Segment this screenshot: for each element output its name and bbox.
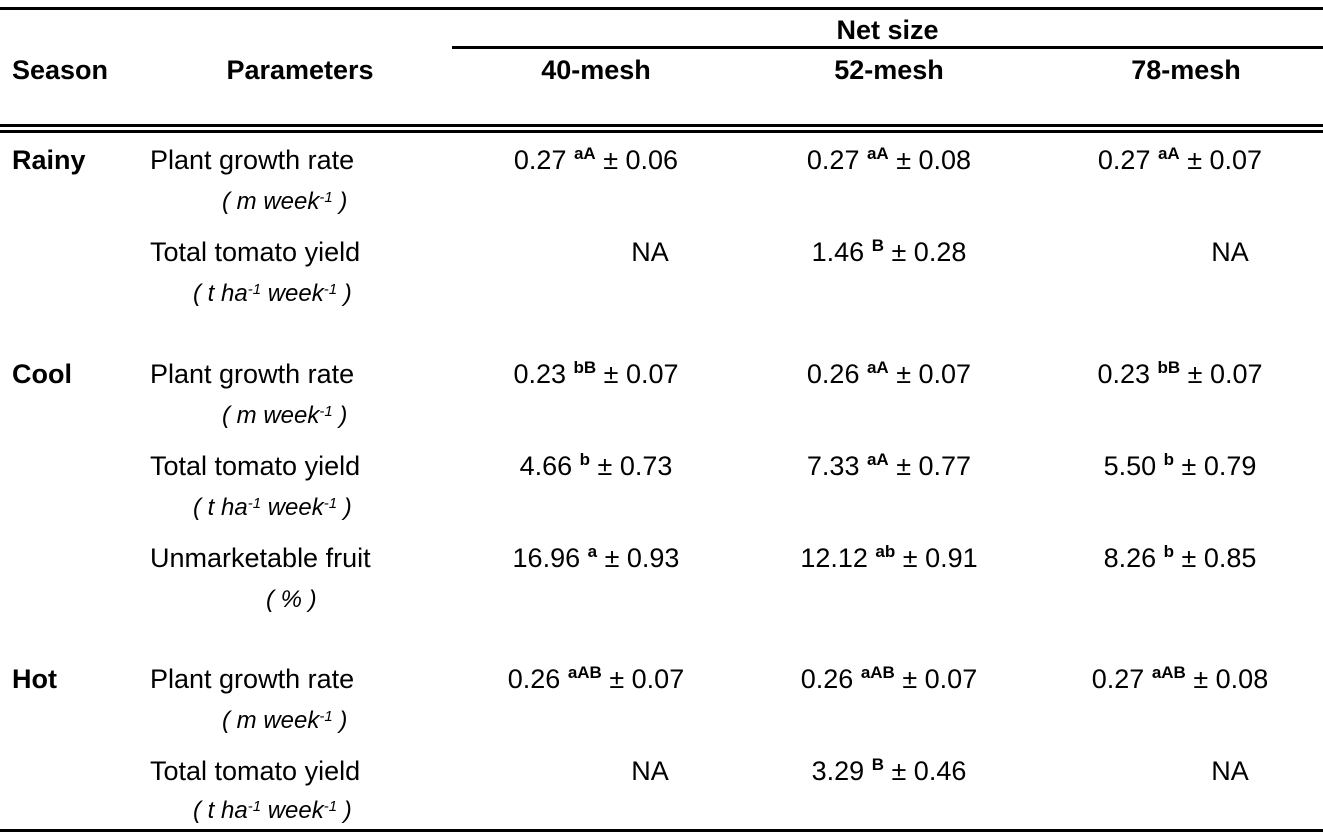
unit-m-per-week: ( m week-1 ) bbox=[222, 707, 348, 734]
season-cool: Cool bbox=[12, 359, 72, 389]
unit-m-per-week: ( m week-1 ) bbox=[222, 188, 348, 215]
col-78-mesh-header: 78-mesh bbox=[1131, 55, 1241, 85]
top-rule bbox=[0, 7, 1323, 10]
param-plant-growth-rate: Plant growth rate bbox=[150, 664, 355, 694]
unit-t-per-ha-per-week: ( t ha-1 week-1 ) bbox=[193, 280, 352, 307]
cell-hot-yield-78: NA bbox=[1211, 756, 1249, 786]
header-double-rule-top bbox=[0, 124, 1323, 127]
cell-rainy-yield-40: NA bbox=[631, 237, 669, 267]
param-plant-growth-rate: Plant growth rate bbox=[150, 145, 355, 175]
cell-hot-yield-52: 3.29 B ± 0.46 bbox=[811, 755, 967, 786]
cell-hot-growth-52: 0.26 aAB ± 0.07 bbox=[800, 663, 978, 694]
cell-cool-growth-52: 0.26 aA ± 0.07 bbox=[806, 358, 972, 389]
cell-cool-unmarket-78: 8.26 b ± 0.85 bbox=[1103, 542, 1257, 573]
net-size-header: Net size bbox=[836, 15, 939, 45]
unit-m-per-week: ( m week-1 ) bbox=[222, 402, 348, 429]
cell-rainy-yield-52: 1.46 B ± 0.28 bbox=[811, 236, 967, 267]
unit-t-per-ha-per-week: ( t ha-1 week-1 ) bbox=[193, 797, 352, 824]
unit-t-per-ha-per-week: ( t ha-1 week-1 ) bbox=[193, 494, 352, 521]
cell-cool-growth-78: 0.23 bB ± 0.07 bbox=[1097, 358, 1263, 389]
bottom-rule bbox=[0, 829, 1323, 832]
season-rainy: Rainy bbox=[12, 145, 86, 175]
cell-cool-yield-52: 7.33 aA ± 0.77 bbox=[806, 450, 972, 481]
param-total-tomato-yield: Total tomato yield bbox=[150, 237, 361, 267]
cell-rainy-growth-40: 0.27 aA ± 0.06 bbox=[513, 144, 679, 175]
cell-cool-yield-40: 4.66 b ± 0.73 bbox=[519, 450, 673, 481]
header-double-rule-bottom bbox=[0, 130, 1323, 133]
cell-rainy-growth-78: 0.27 aA ± 0.07 bbox=[1097, 144, 1263, 175]
cell-hot-yield-40: NA bbox=[631, 756, 669, 786]
cell-rainy-growth-52: 0.27 aA ± 0.08 bbox=[806, 144, 972, 175]
season-header: Season bbox=[12, 55, 109, 85]
unit-percent: ( % ) bbox=[266, 586, 317, 613]
param-total-tomato-yield: Total tomato yield bbox=[150, 451, 361, 481]
param-total-tomato-yield: Total tomato yield bbox=[150, 756, 361, 786]
cell-hot-growth-78: 0.27 aAB ± 0.08 bbox=[1091, 663, 1269, 694]
parameters-header: Parameters bbox=[226, 55, 374, 85]
cell-hot-growth-40: 0.26 aAB ± 0.07 bbox=[507, 663, 685, 694]
cell-cool-unmarket-52: 12.12 ab ± 0.91 bbox=[800, 542, 978, 573]
param-unmarketable-fruit: Unmarketable fruit bbox=[150, 543, 371, 573]
param-plant-growth-rate: Plant growth rate bbox=[150, 359, 355, 389]
col-52-mesh-header: 52-mesh bbox=[834, 55, 944, 85]
season-hot: Hot bbox=[12, 664, 57, 694]
cell-cool-unmarket-40: 16.96 a ± 0.93 bbox=[512, 542, 680, 573]
cell-cool-growth-40: 0.23 bB ± 0.07 bbox=[513, 358, 679, 389]
cell-rainy-yield-78: NA bbox=[1211, 237, 1249, 267]
net-size-rule bbox=[452, 46, 1323, 49]
cell-cool-yield-78: 5.50 b ± 0.79 bbox=[1103, 450, 1257, 481]
col-40-mesh-header: 40-mesh bbox=[541, 55, 651, 85]
